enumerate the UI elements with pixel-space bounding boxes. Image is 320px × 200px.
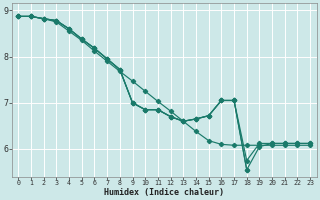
X-axis label: Humidex (Indice chaleur): Humidex (Indice chaleur): [104, 188, 224, 197]
